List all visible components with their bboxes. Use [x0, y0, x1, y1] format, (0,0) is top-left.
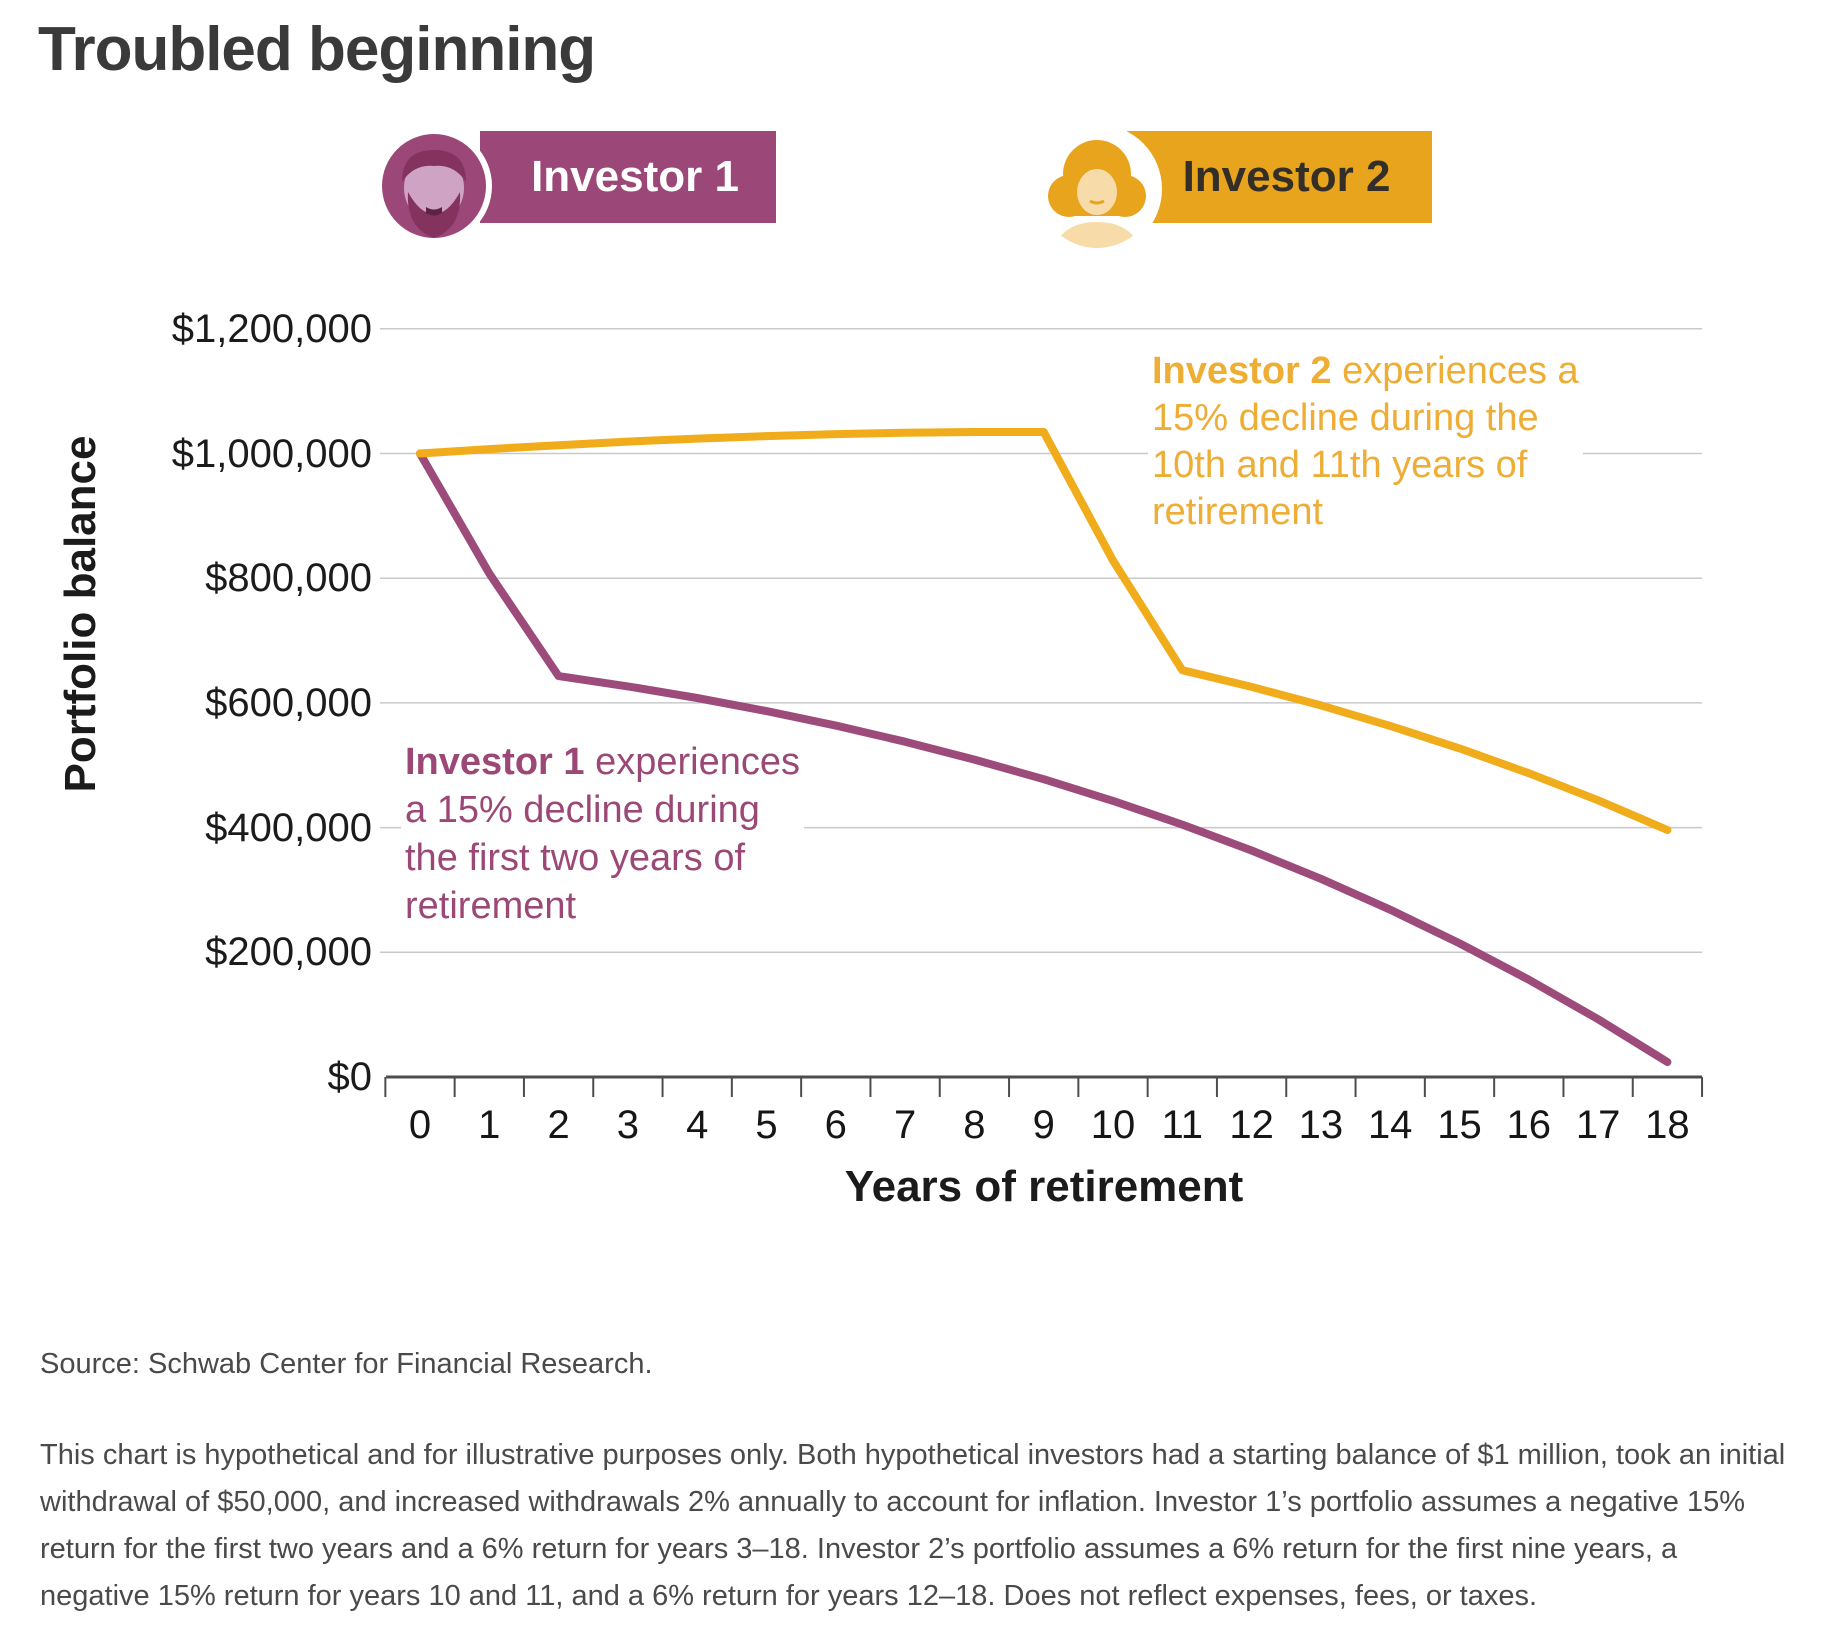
- source-note: Source: Schwab Center for Financial Rese…: [40, 1348, 653, 1380]
- y-axis-label: $1,000,000: [171, 431, 372, 476]
- annotation-investor2: Investor 2 experiences a 15% decline dur…: [1148, 348, 1583, 536]
- y-axis-label: $0: [327, 1055, 373, 1099]
- annotation-investor2-bold: Investor 2: [1152, 350, 1332, 392]
- y-axis-label: $400,000: [205, 805, 372, 850]
- annotation-investor1-line3: the first two years of: [405, 837, 746, 879]
- x-axis-label: 5: [755, 1103, 778, 1147]
- x-axis-label: 4: [686, 1103, 709, 1147]
- y-axis-label: $1,200,000: [171, 306, 372, 351]
- x-axis-label: 1: [478, 1103, 501, 1147]
- x-axis-label: 15: [1437, 1103, 1482, 1147]
- page-title: Troubled beginning: [38, 15, 596, 84]
- x-axis-label: 17: [1575, 1103, 1621, 1147]
- x-axis-label: 13: [1298, 1103, 1344, 1147]
- legend-investor2-badge: Investor 2: [1127, 131, 1432, 223]
- x-axis-label: 2: [547, 1103, 570, 1147]
- annotation-investor1-line2: a 15% decline during: [405, 789, 760, 831]
- disclaimer-text: This chart is hypothetical and for illus…: [40, 1439, 1786, 1612]
- annotation-investor2-line1: Investor 2 experiences a: [1152, 348, 1579, 395]
- investor2-avatar-icon: [1032, 124, 1162, 254]
- x-axis-label: 18: [1645, 1103, 1690, 1147]
- x-axis-label: 9: [1032, 1103, 1055, 1147]
- annotation-investor2-rest: experiences a: [1331, 350, 1579, 392]
- y-axis-title: Portfolio balance: [56, 435, 105, 793]
- annotation-investor2-line2: 15% decline during the: [1152, 397, 1539, 439]
- annotation-investor2-line3: 10th and 11th years of: [1152, 444, 1528, 486]
- annotation-investor2-line4: retirement: [1152, 491, 1324, 533]
- legend-investor2-label: Investor 2: [1182, 152, 1391, 201]
- x-axis-label: 12: [1229, 1103, 1274, 1147]
- x-axis-label: 16: [1506, 1103, 1552, 1147]
- x-axis-label: 3: [616, 1103, 640, 1147]
- investor1-avatar-icon: [376, 128, 492, 244]
- y-axis-label: $600,000: [205, 680, 372, 725]
- x-axis-label: 8: [963, 1103, 986, 1147]
- annotation-investor1: Investor 1 experiences a 15% decline dur…: [401, 738, 804, 930]
- x-axis-label: 14: [1367, 1103, 1413, 1147]
- x-axis-title: Years of retirement: [844, 1162, 1244, 1211]
- annotation-investor1-line4: retirement: [405, 885, 577, 927]
- x-axis-label: 11: [1161, 1103, 1204, 1147]
- y-axis-label: $800,000: [205, 556, 372, 601]
- annotation-investor1-rest: experiences: [584, 741, 800, 783]
- x-axis-label: 0: [408, 1103, 432, 1147]
- annotation-investor1-line1: Investor 1 experiences: [405, 738, 800, 786]
- x-axis-label: 10: [1090, 1103, 1136, 1147]
- x-axis-label: 6: [824, 1103, 847, 1147]
- y-axis-label: $200,000: [205, 930, 372, 975]
- legend-investor1-label: Investor 1: [531, 152, 739, 201]
- x-axis-label: 7: [893, 1103, 917, 1147]
- legend-investor1-badge: Investor 1: [480, 131, 776, 223]
- annotation-investor1-bold: Investor 1: [405, 741, 585, 783]
